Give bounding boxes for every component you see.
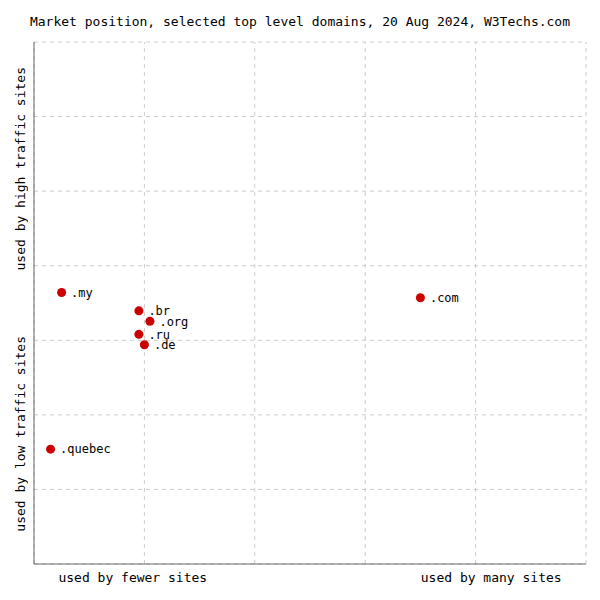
html-text:used by high traffic sites: used by high traffic sites — [12, 66, 28, 271]
svg-text:.br: .br — [148, 304, 171, 319]
html-text:used by low traffic sites: used by low traffic sites — [12, 335, 28, 532]
svg-text:.de: .de — [154, 338, 176, 352]
svg-text:.quebec: .quebec — [60, 442, 111, 456]
svg-text:.com: .com — [430, 291, 459, 305]
svg-text:.ru: .ru — [148, 327, 171, 342]
html-text:used by fewer sites: used by fewer sites — [58, 570, 208, 585]
html-text:used by many sites: used by many sites — [420, 570, 562, 585]
html-text:Market position, selected top: Market position, selected top level doma… — [30, 14, 570, 29]
svg-text:.org: .org — [159, 315, 188, 329]
svg-text:.my: .my — [71, 286, 93, 300]
